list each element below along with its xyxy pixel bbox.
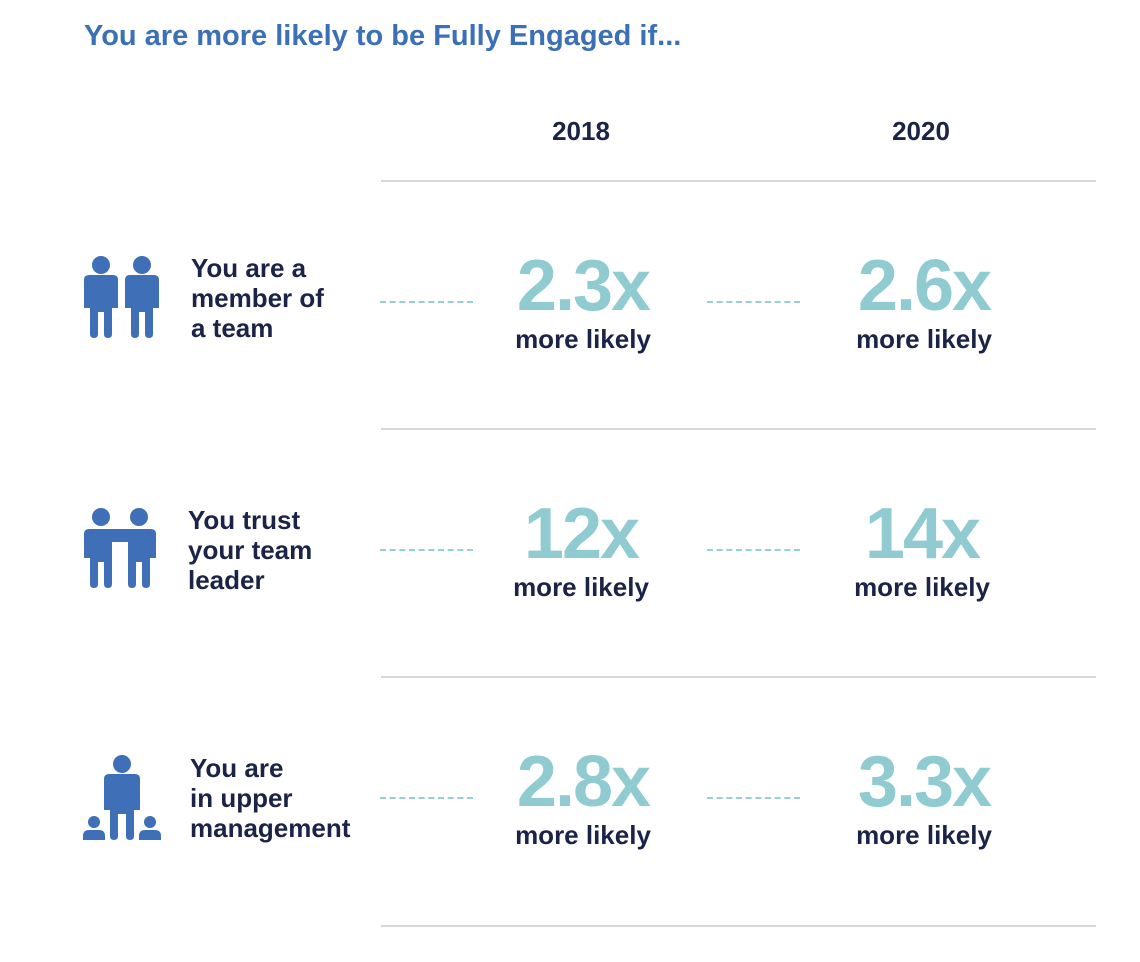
more-likely-label: more likely (856, 820, 992, 850)
dashed-connector (380, 301, 473, 303)
value-2018: 12x more likely (471, 498, 691, 602)
dashed-connector (380, 549, 473, 551)
value-2020: 14x more likely (812, 498, 1032, 602)
more-likely-label: more likely (515, 324, 651, 354)
more-likely-label: more likely (856, 324, 992, 354)
table-row: You trust your team leader 12x more like… (0, 498, 1140, 698)
team-members-icon (80, 250, 166, 350)
value-2020: 2.6x more likely (814, 250, 1034, 354)
dashed-connector (707, 301, 800, 303)
divider (381, 428, 1096, 430)
page-title: You are more likely to be Fully Engaged … (84, 20, 682, 52)
table-row: You are in upper management 2.8x more li… (0, 746, 1140, 946)
trust-leader-icon (80, 498, 166, 598)
upper-management-icon (80, 752, 166, 852)
multiplier-value: 14x (864, 494, 981, 574)
divider (381, 676, 1096, 678)
multiplier-value: 3.3x (857, 742, 992, 822)
table-row: You are a member of a team 2.3x more lik… (0, 250, 1140, 450)
more-likely-label: more likely (854, 572, 990, 602)
multiplier-value: 12x (523, 494, 640, 574)
column-header-2020: 2020 (892, 116, 950, 146)
more-likely-label: more likely (513, 572, 649, 602)
multiplier-value: 2.8x (516, 742, 651, 822)
more-likely-label: more likely (515, 820, 651, 850)
multiplier-value: 2.6x (857, 246, 992, 326)
divider (381, 180, 1096, 182)
divider (381, 925, 1096, 927)
column-header-2018: 2018 (552, 116, 610, 146)
multiplier-value: 2.3x (516, 246, 651, 326)
value-2018: 2.8x more likely (473, 746, 693, 850)
row-label: You are a member of a team (191, 253, 324, 343)
row-label: You trust your team leader (188, 505, 313, 595)
value-2018: 2.3x more likely (473, 250, 693, 354)
dashed-connector (707, 549, 800, 551)
dashed-connector (380, 797, 473, 799)
value-2020: 3.3x more likely (814, 746, 1034, 850)
row-label: You are in upper management (190, 753, 351, 843)
dashed-connector (707, 797, 800, 799)
